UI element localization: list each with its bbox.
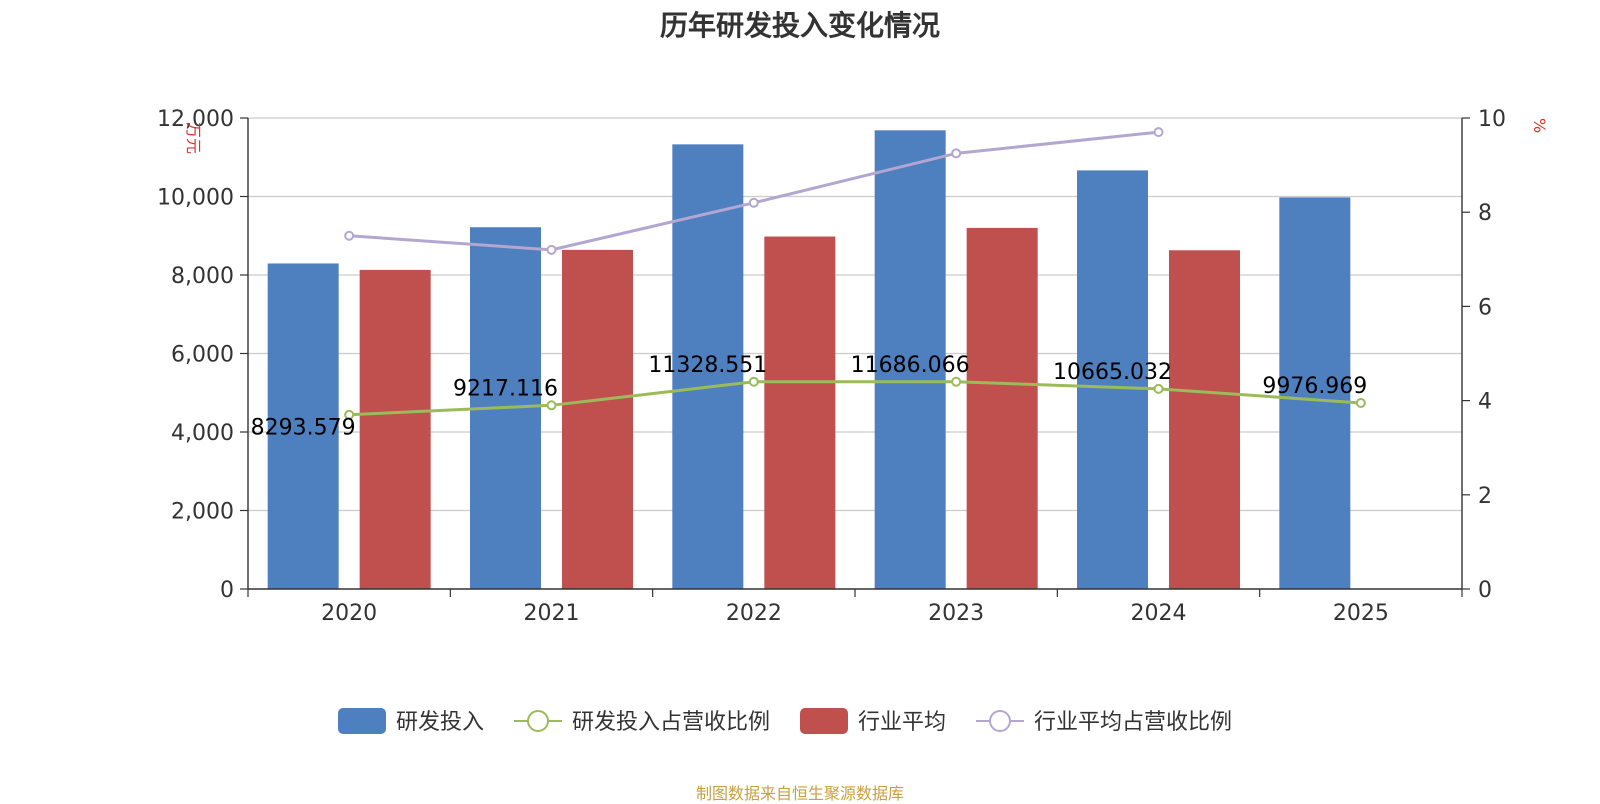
x-tick-label: 2021 [524, 601, 580, 626]
y-right-tick-label: 2 [1478, 484, 1492, 509]
source-note: 制图数据来自恒生聚源数据库 [695, 784, 904, 803]
data-labels: 8293.579 9217.116 11328.551 11686.066 10665.… [251, 353, 1368, 441]
point-行业平均占营收比例 [951, 148, 962, 159]
legend-swatch [800, 708, 848, 734]
point-行业平均占营收比例 [344, 230, 355, 241]
bar-行业平均 [562, 249, 633, 589]
y-right-tick-label: 8 [1478, 201, 1492, 226]
y-left-tick-label: 0 [220, 578, 234, 603]
legend-swatch-marker [527, 710, 549, 732]
bars [267, 130, 1351, 590]
legend: 研发投入 研发投入占营收比例 行业平均 行业平均占营收比例 [338, 708, 1232, 735]
y-right-unit: % [1530, 118, 1549, 133]
y-right-tick-label: 6 [1478, 295, 1492, 320]
data-label: 10665.032 [1053, 360, 1172, 385]
y-right-tick-label: 4 [1478, 390, 1492, 415]
legend-swatch-marker [989, 710, 1011, 732]
legend-label[interactable]: 行业平均占营收比例 [1034, 710, 1232, 735]
bar-行业平均 [359, 269, 431, 589]
bar-研发投入 [874, 130, 946, 590]
legend-swatch [338, 708, 386, 734]
y-left-tick-label: 6,000 [171, 343, 234, 368]
bar-行业平均 [1169, 250, 1240, 589]
point-研发投入占营收比例 [546, 400, 557, 411]
y-left-unit: 万元 [184, 122, 203, 154]
y-right-tick-label: 0 [1478, 578, 1492, 603]
series-lines [344, 127, 1366, 420]
legend-label[interactable]: 研发投入占营收比例 [572, 710, 770, 735]
y-left-tick-label: 8,000 [171, 264, 234, 289]
point-行业平均占营收比例 [748, 197, 759, 208]
x-tick-label: 2020 [321, 601, 377, 626]
data-label: 9217.116 [453, 376, 558, 401]
data-label: 11328.551 [648, 353, 767, 378]
bar-行业平均 [966, 227, 1038, 589]
point-研发投入占营收比例 [951, 376, 962, 387]
bar-研发投入 [1279, 197, 1351, 589]
x-tick-label: 2024 [1131, 601, 1187, 626]
bar-行业平均 [764, 236, 836, 589]
legend-label[interactable]: 研发投入 [396, 710, 484, 735]
x-tick-label: 2022 [726, 601, 782, 626]
chart-title: 历年研发投入变化情况 [659, 9, 940, 42]
y-left-tick-label: 10,000 [157, 186, 234, 211]
point-研发投入占营收比例 [1355, 397, 1366, 408]
axes: 0 2,000 4,000 6,000 8,000 10,000 12,000 0 2 4 6 8 10… [157, 107, 1549, 626]
data-label: 9976.969 [1262, 374, 1367, 399]
y-left-tick-label: 4,000 [171, 421, 234, 446]
line-研发投入占营收比例 [349, 380, 1361, 417]
y-right-tick-label: 10 [1478, 107, 1506, 132]
data-label: 8293.579 [251, 416, 356, 441]
point-行业平均占营收比例 [546, 244, 557, 255]
y-left-tick-label: 12,000 [157, 107, 234, 132]
bar-研发投入 [267, 263, 339, 589]
point-研发投入占营收比例 [1153, 383, 1164, 394]
point-研发投入占营收比例 [344, 409, 355, 420]
x-tick-label: 2025 [1333, 601, 1389, 626]
data-label: 11686.066 [851, 353, 970, 378]
x-tick-label: 2023 [928, 601, 984, 626]
legend-label[interactable]: 行业平均 [858, 710, 946, 735]
grid-lines [248, 117, 1462, 512]
bar-研发投入 [1077, 170, 1148, 589]
y-left-tick-label: 2,000 [171, 500, 234, 525]
point-研发投入占营收比例 [748, 376, 759, 387]
point-行业平均占营收比例 [1153, 127, 1164, 138]
